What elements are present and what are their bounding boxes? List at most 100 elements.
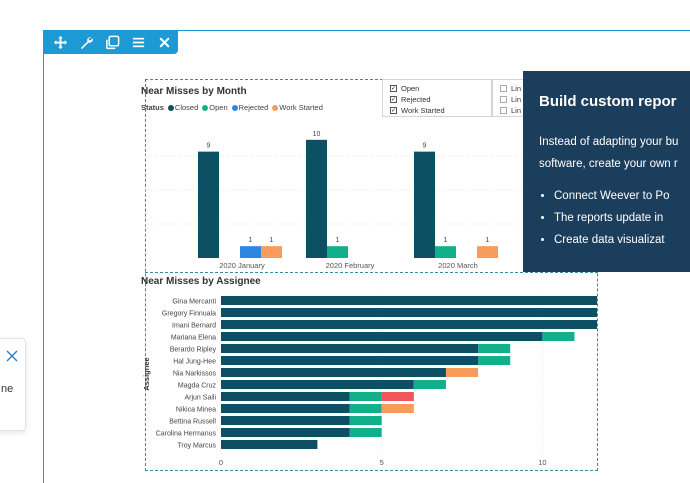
bar-value-label: 1 [270, 237, 274, 244]
duplicate-icon[interactable] [104, 34, 121, 51]
assignee-bar-segment [478, 356, 511, 365]
line-slicer-item[interactable]: Lin [500, 105, 531, 116]
feature-tooltip: Build custom repor Instead of adapting y… [523, 71, 690, 272]
x-tick-label: 0 [219, 458, 223, 467]
side-card-text: ne [1, 383, 14, 395]
assignee-label: Magda Cruz [178, 383, 217, 390]
tooltip-bullet: Create data visualizat [554, 229, 670, 251]
legend-label-open: Open [209, 103, 228, 112]
checkbox-unchecked-icon[interactable] [500, 85, 507, 92]
assignee-chart-title: Near Misses by Assignee [141, 276, 261, 287]
status-slicer-label: Open [401, 84, 420, 93]
legend-title: Status [141, 103, 164, 112]
assignee-bar-segment [221, 296, 597, 305]
legend-item-work-started: Work Started [272, 103, 323, 112]
bar-value-label: 10 [313, 131, 321, 138]
checkbox-checked-icon[interactable]: ✓ [390, 107, 397, 114]
tooltip-bullet-list: Connect Weever to Po The reports update … [539, 185, 670, 251]
assignee-bar-segment [221, 380, 414, 389]
month-bar [477, 246, 498, 258]
legend-dot-closed [167, 105, 174, 112]
line-slicer-label: Lin [511, 95, 522, 104]
line-slicer-label: Lin [511, 84, 522, 93]
assignee-chart: 0 5 10 Assignee Gina Mercanti Gregory Finnual… [142, 294, 597, 467]
frame-left-border [43, 30, 44, 483]
line-slicer-item[interactable]: Lin [500, 83, 531, 94]
assignee-label: Troy Marcus [177, 443, 216, 450]
legend-dot-rejected [231, 105, 238, 112]
checkbox-unchecked-icon[interactable] [500, 107, 507, 114]
assignee-label: Arjun Saili [184, 395, 216, 402]
assignee-label: Gina Mercanti [172, 299, 216, 306]
close-icon[interactable] [156, 34, 173, 51]
status-slicer-label: Work Started [401, 106, 445, 115]
assignee-bar-segment [221, 320, 597, 329]
assignee-bar-segment [381, 392, 414, 401]
move-icon[interactable] [52, 34, 69, 51]
legend-dot-open [202, 105, 209, 112]
tooltip-body-line: Instead of adapting your bu [539, 136, 679, 148]
bar-value-label: 1 [336, 237, 340, 244]
x-tick-label: 10 [538, 458, 546, 467]
assignee-bar-segment [478, 344, 511, 353]
assignee-bar-segment [349, 404, 382, 413]
assignee-bar-segment [221, 416, 350, 425]
assignee-label: Nia Narkissos [173, 371, 217, 378]
month-chart-legend: Status Closed Open Rejected Work Started [141, 103, 323, 112]
menu-icon[interactable] [130, 34, 147, 51]
legend-label-closed: Closed [174, 103, 199, 112]
assignee-bar-segment [349, 392, 382, 401]
bar-value-label: 1 [444, 237, 448, 244]
assignee-bar-segment [221, 332, 543, 341]
wrench-icon[interactable] [78, 34, 95, 51]
tooltip-title: Build custom repor [539, 93, 677, 110]
tooltip-body-line: software, create your own r [539, 158, 678, 170]
checkbox-checked-icon[interactable]: ✓ [390, 96, 397, 103]
month-bar [414, 151, 435, 258]
status-slicer-item[interactable]: ✓ Open [390, 83, 491, 94]
side-card: ne [0, 338, 26, 431]
assignee-bar-segment [221, 356, 479, 365]
month-axis-label: 2020 January [219, 261, 265, 270]
assignee-bar-segment [381, 404, 414, 413]
assignee-bar-segment [349, 428, 382, 437]
assignee-bar-segment [221, 440, 318, 449]
assignee-label: Bettina Russell [169, 419, 216, 426]
assignee-bar-segment [221, 404, 350, 413]
frame-top-border [44, 30, 690, 31]
legend-item-rejected: Rejected [231, 103, 269, 112]
report-container [145, 79, 598, 471]
assignee-bar-segment [413, 380, 446, 389]
report-divider [145, 272, 598, 273]
x-tick-label: 5 [380, 458, 384, 467]
legend-label-work-started: Work Started [279, 103, 323, 112]
side-card-close-icon[interactable] [5, 349, 19, 363]
bar-value-label: 9 [207, 143, 211, 150]
checkbox-unchecked-icon[interactable] [500, 96, 507, 103]
line-slicer-label: Lin [511, 106, 522, 115]
month-bar [240, 246, 261, 258]
assignee-bar-segment [221, 344, 479, 353]
month-axis-label: 2020 March [438, 261, 478, 270]
status-slicer: ✓ Open ✓ Rejected ✓ Work Started [382, 79, 492, 117]
assignee-bar-segment [221, 368, 446, 377]
legend-label-rejected: Rejected [238, 103, 269, 112]
legend-item-closed: Closed [167, 103, 199, 112]
assignee-bar-segment [349, 416, 382, 425]
assignee-label: Imani Bernard [172, 323, 216, 330]
line-slicer-item[interactable]: Lin [500, 94, 531, 105]
tooltip-body: Instead of adapting your bu software, cr… [539, 131, 690, 175]
legend-item-open: Open [202, 103, 228, 112]
assignee-label: Carolina Hermanus [156, 431, 217, 438]
status-slicer-item[interactable]: ✓ Rejected [390, 94, 491, 105]
block-toolbar [43, 30, 178, 54]
assignee-label: Mariana Elena [171, 335, 216, 342]
status-slicer-item[interactable]: ✓ Work Started [390, 105, 491, 116]
assignee-label: Gregory Finnuala [162, 311, 216, 318]
checkbox-checked-icon[interactable]: ✓ [390, 85, 397, 92]
month-chart: 9 1 1 2020 January 10 1 2020 February 9 1 1 2020 M… [145, 131, 525, 270]
month-bar [435, 246, 456, 258]
assignee-bar-segment [542, 332, 575, 341]
assignee-label: Berardo Ripley [170, 347, 217, 354]
legend-dot-work-started [272, 105, 279, 112]
